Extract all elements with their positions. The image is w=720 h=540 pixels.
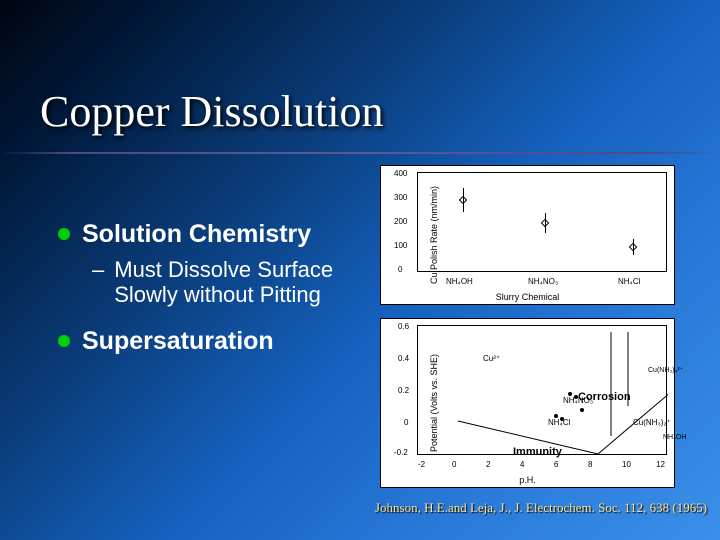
page-title: Copper Dissolution bbox=[40, 86, 383, 137]
xtick: 4 bbox=[520, 460, 524, 469]
xtick: 12 bbox=[656, 460, 665, 469]
ytick: 100 bbox=[394, 241, 407, 250]
chart1-plot: 0 100 200 300 400 NH₄OH NH₄NO₃ NH₄Cl bbox=[417, 172, 667, 272]
xtick: 6 bbox=[554, 460, 558, 469]
ytick: 0.2 bbox=[398, 386, 409, 395]
species-label: NH₄NO₃ bbox=[563, 396, 593, 405]
ytick: 0.4 bbox=[398, 354, 409, 363]
dash-icon: – bbox=[92, 257, 104, 283]
ytick: 400 bbox=[394, 169, 407, 178]
bullet-icon bbox=[58, 228, 70, 240]
chart2-plot: -0.2 0 0.2 0.4 0.6 -2 0 2 4 6 8 10 12 Co… bbox=[417, 325, 667, 455]
bullet-item: Solution Chemistry bbox=[58, 220, 368, 249]
xcat: NH₄OH bbox=[446, 277, 473, 286]
species-label: Cu(NH₃)₄²⁺ bbox=[648, 366, 683, 374]
species-label: Cu²⁺ bbox=[483, 354, 500, 363]
ytick: 300 bbox=[394, 193, 407, 202]
xcat: NH₄Cl bbox=[618, 277, 640, 286]
chart2-xlabel: p.H. bbox=[519, 475, 536, 485]
region-label: Immunity bbox=[513, 446, 562, 458]
pourbaix-chart: Potential (Volts vs. SHE) -0.2 0 0.2 0.4… bbox=[380, 318, 675, 488]
species-label: Cu(NH₃)₂⁺ bbox=[633, 418, 671, 427]
species-label: NH₄OH bbox=[663, 434, 686, 441]
bullet-text: Solution Chemistry bbox=[82, 220, 311, 249]
title-divider bbox=[0, 152, 720, 154]
data-point bbox=[541, 219, 549, 227]
ytick: -0.2 bbox=[394, 448, 408, 457]
ytick: 0 bbox=[404, 418, 408, 427]
xcat: NH₄NO₃ bbox=[528, 277, 558, 286]
xtick: -2 bbox=[418, 460, 425, 469]
bullet-list: Solution Chemistry – Must Dissolve Surfa… bbox=[58, 220, 368, 364]
data-point bbox=[459, 196, 467, 204]
xtick: 2 bbox=[486, 460, 490, 469]
bullet-icon bbox=[58, 335, 70, 347]
citation-text: Johnson, H.E.and Leja, J., J. Electroche… bbox=[375, 500, 707, 516]
sub-bullet-item: – Must Dissolve Surface Slowly without P… bbox=[92, 257, 368, 308]
xtick: 8 bbox=[588, 460, 592, 469]
sub-bullet-text: Must Dissolve Surface Slowly without Pit… bbox=[114, 257, 368, 308]
chart1-xlabel: Slurry Chemical bbox=[496, 292, 560, 302]
bullet-text: Supersaturation bbox=[82, 327, 274, 356]
polish-rate-chart: Cu Polish Rate (nm/min) 0 100 200 300 40… bbox=[380, 165, 675, 305]
xtick: 0 bbox=[452, 460, 456, 469]
species-label: NH₄Cl bbox=[548, 418, 570, 427]
ytick: 0 bbox=[398, 265, 402, 274]
bullet-item: Supersaturation bbox=[58, 327, 368, 356]
xtick: 10 bbox=[622, 460, 631, 469]
data-point bbox=[629, 243, 637, 251]
ytick: 200 bbox=[394, 217, 407, 226]
ytick: 0.6 bbox=[398, 322, 409, 331]
